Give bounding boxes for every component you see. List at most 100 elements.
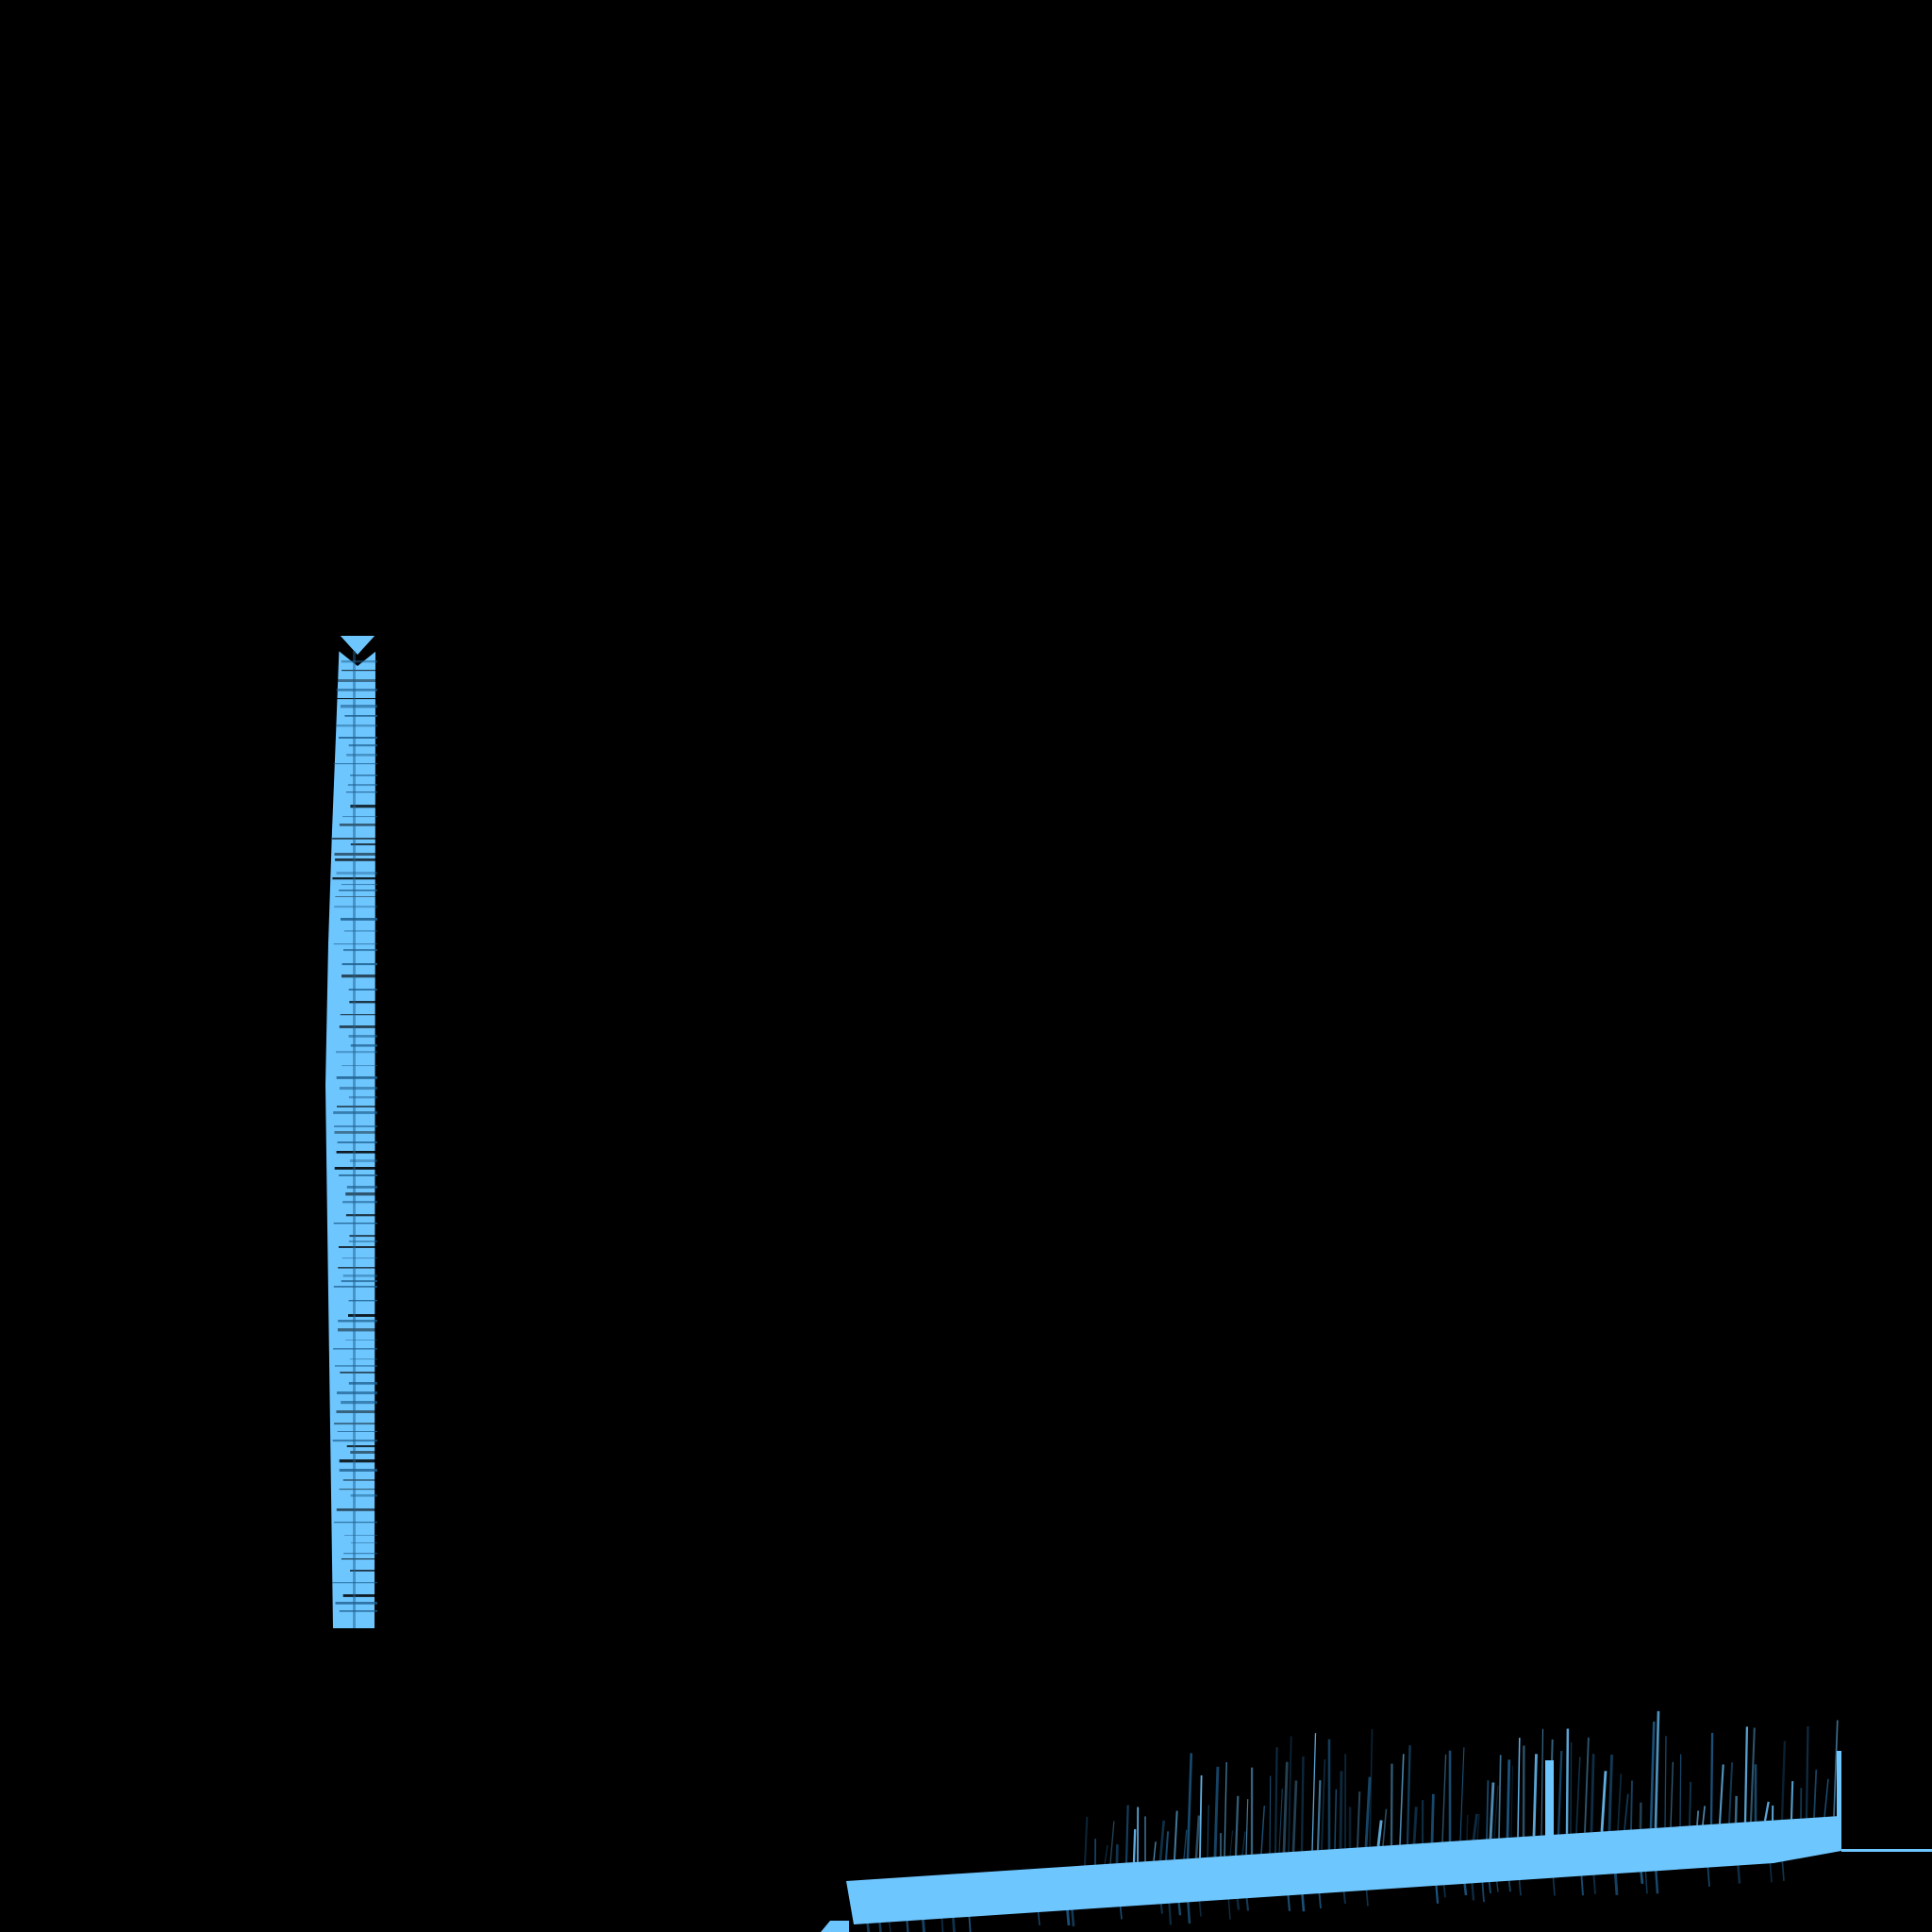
horizontal-bar-spike	[1590, 1754, 1595, 1833]
horizontal-bar-spike	[1780, 1740, 1787, 1821]
vertical-bar-stripe	[348, 989, 377, 991]
horizontal-bar-post-2	[1837, 1751, 1841, 1849]
horizontal-bar-spike	[1476, 1813, 1480, 1840]
horizontal-bar-spike	[1709, 1732, 1714, 1824]
vertical-bar-stripe	[338, 1320, 377, 1323]
vertical-bar-stripe	[340, 1014, 377, 1016]
vertical-bar-stripe	[341, 974, 377, 978]
horizontal-bar-spike	[1376, 1820, 1383, 1847]
vertical-bar-stripe	[340, 705, 377, 708]
horizontal-bar-spike	[1813, 1769, 1818, 1818]
horizontal-bar-spike	[1702, 1806, 1706, 1825]
horizontal-bar-wedge	[821, 1921, 849, 1932]
vertical-bar-stripe	[336, 1410, 377, 1413]
vertical-bar-stripes	[332, 651, 377, 1628]
vertical-bar-stripe	[344, 715, 377, 717]
vertical-bar-stripe	[334, 1167, 377, 1170]
vertical-bar-stripe	[336, 1051, 377, 1054]
horizontal-bar-spike	[1630, 1780, 1633, 1830]
vertical-bar-stripe	[339, 890, 377, 891]
vertical-bar-stripe	[348, 1314, 377, 1317]
vertical-bar-stripe	[347, 784, 377, 787]
horizontal-bar-spike	[1364, 1776, 1372, 1847]
vertical-bar-stripe	[342, 1274, 377, 1277]
horizontal-bar-spike	[1696, 1810, 1700, 1825]
vertical-bar-stripe	[338, 1267, 377, 1269]
vertical-bar-stripe	[341, 670, 377, 672]
vertical-bar-stripe	[334, 1423, 377, 1425]
vertical-bar-stripe	[346, 1445, 377, 1448]
horizontal-bar-tail	[1841, 1849, 1932, 1852]
horizontal-bar-spike	[1790, 1781, 1794, 1820]
vertical-bar-stripe	[345, 791, 377, 793]
horizontal-bar-spike	[1664, 1736, 1667, 1828]
vertical-bar-stripe	[350, 805, 377, 808]
horizontal-bar-spike	[1654, 1710, 1660, 1828]
horizontal-bar-spike	[1382, 1808, 1388, 1846]
vertical-bar-stripe	[341, 963, 377, 966]
vertical-bar-stripe	[342, 1594, 377, 1597]
vertical-bar-stripe	[334, 906, 377, 908]
horizontal-bar-spike	[1575, 1757, 1581, 1834]
horizontal-bar-spike	[1229, 1830, 1234, 1857]
vertical-bar-stripe	[350, 774, 377, 776]
vertical-bar-stripe	[348, 744, 377, 747]
vertical-bar-stripe	[339, 1469, 377, 1472]
horizontal-bar-spike	[1734, 1795, 1738, 1824]
horizontal-bar-spike	[1406, 1745, 1411, 1845]
vertical-bar-stripe	[339, 1459, 377, 1463]
horizontal-bar-spike	[1506, 1759, 1511, 1839]
horizontal-bar-spike	[1224, 1761, 1227, 1857]
horizontal-bar-spike	[1245, 1799, 1249, 1856]
horizontal-bar-spike	[1679, 1754, 1682, 1827]
vertical-bar-stripe	[336, 1076, 377, 1079]
horizontal-bar-spike	[1466, 1814, 1469, 1840]
vertical-bar-seam	[353, 651, 356, 1628]
vertical-bar-stripe	[340, 1372, 377, 1374]
vertical-bar-stripe	[341, 1280, 377, 1283]
horizontal-bar-spike	[1278, 1789, 1283, 1853]
horizontal-bar-spike	[1291, 1780, 1298, 1852]
horizontal-bar-spike	[1390, 1763, 1393, 1846]
horizontal-bar-spike	[1718, 1764, 1724, 1824]
horizontal-bar-spike	[1565, 1728, 1570, 1834]
vertical-bar-stripe	[339, 737, 377, 739]
horizontal-bar-spike	[1334, 1789, 1338, 1850]
vertical-bar-stripe	[341, 1065, 377, 1067]
vertical-bar-stripe	[345, 1192, 377, 1196]
horizontal-bar-spike	[1199, 1774, 1203, 1858]
vertical-bar-notch	[339, 634, 376, 666]
vertical-bar-stripe	[336, 689, 377, 691]
vertical-bar-stripe	[334, 853, 377, 856]
vertical-bar-stripe	[348, 1035, 377, 1038]
horizontal-bar-spike	[1399, 1754, 1405, 1845]
vertical-bar-stripe	[341, 884, 377, 886]
vertical-bar-stripe	[349, 1159, 377, 1162]
horizontal-bar-spike	[1824, 1778, 1829, 1818]
horizontal-bar-spike	[1763, 1801, 1770, 1822]
horizontal-bar-spike	[1311, 1733, 1317, 1851]
horizontal-bar-spike	[1541, 1728, 1544, 1836]
vertical-bar-stripe	[350, 843, 377, 846]
horizontal-bar-spike	[1158, 1820, 1165, 1861]
horizontal-bar-spike	[1570, 1741, 1573, 1834]
vertical-bar-stripe	[345, 1340, 377, 1341]
vertical-bar-stripe	[343, 930, 377, 932]
vertical-bar-stripe	[351, 1542, 377, 1543]
horizontal-bar-spike	[1153, 1841, 1157, 1861]
horizontal-bar-spike	[1165, 1831, 1170, 1860]
vertical-bar-stripe	[335, 1602, 377, 1605]
vertical-bar-stripe	[348, 1096, 377, 1099]
vertical-bar-stripe	[342, 1201, 377, 1204]
horizontal-bar-spike	[1805, 1725, 1809, 1819]
horizontal-bar-spike	[1493, 1785, 1499, 1840]
horizontal-bar-spike	[1124, 1805, 1129, 1863]
horizontal-bar-spike	[1489, 1782, 1495, 1840]
horizontal-bar-spike	[1321, 1758, 1326, 1851]
horizontal-bar-spike	[1316, 1780, 1322, 1851]
horizontal-bar-spike	[1472, 1813, 1478, 1840]
horizontal-bar-spike	[1412, 1807, 1418, 1844]
horizontal-bar-spike	[1183, 1829, 1188, 1859]
